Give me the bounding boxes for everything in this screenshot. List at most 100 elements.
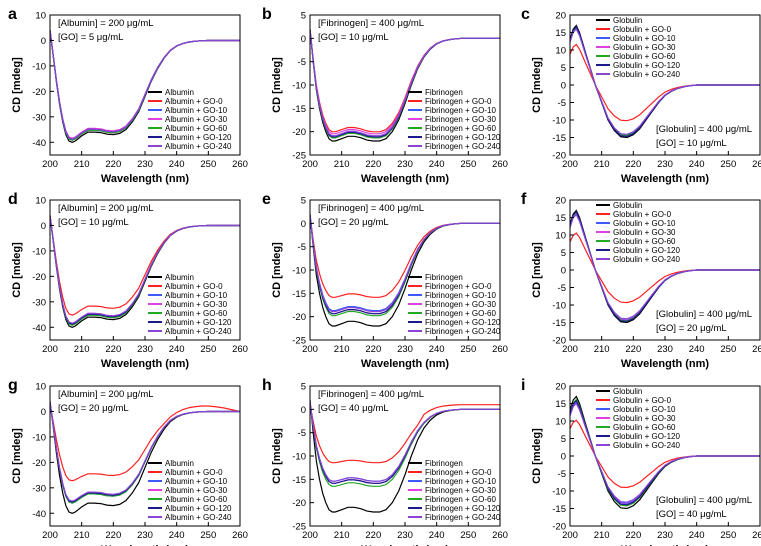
legend-entry: Globulin + GO-240 <box>613 255 680 264</box>
y-tick-label: -10 <box>32 61 46 72</box>
y-tick-label: -40 <box>32 138 46 149</box>
panel-label: e <box>262 191 271 208</box>
legend-entry: Globulin + GO-10 <box>613 219 676 228</box>
x-tick-label: 260 <box>492 159 508 170</box>
x-tick-label: 250 <box>460 344 476 355</box>
x-tick-label: 240 <box>689 159 705 170</box>
x-tick-label: 200 <box>42 159 58 170</box>
x-tick-label: 240 <box>169 530 185 541</box>
legend-entry: Globulin + GO-0 <box>613 396 672 405</box>
x-tick-label: 260 <box>232 344 248 355</box>
legend-entry: Albumin + GO-30 <box>165 115 228 124</box>
legend-entry: Globulin <box>613 201 642 210</box>
x-tick-label: 250 <box>200 530 216 541</box>
y-tick-label: -25 <box>292 151 306 162</box>
y-tick-label: -20 <box>32 458 46 469</box>
x-tick-label: 220 <box>105 530 121 541</box>
legend-entry: Globulin + GO-240 <box>613 441 680 450</box>
x-tick-label: 240 <box>689 344 705 355</box>
y-tick-label: -30 <box>32 483 46 494</box>
x-tick-label: 210 <box>594 530 610 541</box>
legend-entry: Globulin + GO-30 <box>613 228 676 237</box>
series-line-7 <box>50 30 240 140</box>
y-tick-label: 5 <box>561 248 566 259</box>
legend-entry: Albumin + GO-240 <box>165 513 232 522</box>
y-tick-label: 5 <box>301 382 306 393</box>
legend-entry: Fibrinogen + GO-0 <box>425 282 492 291</box>
x-tick-label: 200 <box>302 344 318 355</box>
y-tick-label: 0 <box>301 405 306 416</box>
y-tick-label: 10 <box>35 382 46 393</box>
x-tick-label: 200 <box>42 530 58 541</box>
y-tick-label: -20 <box>32 87 46 98</box>
y-tick-label: -15 <box>292 289 306 300</box>
legend-entry: Albumin + GO-10 <box>165 477 228 486</box>
legend-entry: Fibrinogen + GO-10 <box>425 106 496 115</box>
y-tick-label: -15 <box>552 504 566 515</box>
y-tick-label: -5 <box>558 469 566 480</box>
legend-entry: Fibrinogen + GO-0 <box>425 97 492 106</box>
x-tick-label: 200 <box>302 530 318 541</box>
x-tick-label: 250 <box>200 344 216 355</box>
y-tick-label: -40 <box>32 509 46 520</box>
legend-entry: Albumin + GO-0 <box>165 97 223 106</box>
y-tick-label: -25 <box>292 336 306 347</box>
panel-label: h <box>262 377 272 394</box>
concentration-annotation: [Globulin] = 400 μg/mL <box>656 495 752 506</box>
x-tick-label: 240 <box>169 344 185 355</box>
y-tick-label: 15 <box>555 28 566 39</box>
y-tick-label: -20 <box>552 522 566 533</box>
go-annotation: [GO] = 20 μg/mL <box>58 403 129 414</box>
panel-c: c 200 210 220 230 240 250 260 -20 -15 -10 -5 0 5 10 15 2… <box>521 6 761 185</box>
x-axis-label: Wavelength (nm) <box>101 358 190 370</box>
panel-label: i <box>521 377 525 394</box>
y-tick-label: 5 <box>301 196 306 207</box>
y-axis-label: CD [mdeg] <box>531 57 543 113</box>
legend-entry: Fibrinogen + GO-240 <box>425 142 501 151</box>
legend-entry: Globulin + GO-120 <box>613 246 680 255</box>
legend-entry: Albumin + GO-240 <box>165 327 232 336</box>
legend-entry: Albumin + GO-60 <box>165 124 228 133</box>
go-annotation: [GO] = 10 μg/mL <box>656 138 727 149</box>
x-tick-label: 210 <box>594 159 610 170</box>
y-tick-label: 10 <box>35 196 46 207</box>
y-tick-label: 10 <box>35 11 46 22</box>
concentration-annotation: [Albumin] = 200 μg/mL <box>58 203 154 214</box>
x-tick-label: 220 <box>625 159 641 170</box>
x-tick-label: 250 <box>460 530 476 541</box>
y-axis-label: CD [mdeg] <box>271 242 283 298</box>
y-tick-label: 20 <box>555 11 566 22</box>
concentration-annotation: [Fibrinogen] = 400 μg/mL <box>318 389 424 400</box>
y-tick-label: 20 <box>555 382 566 393</box>
x-tick-label: 200 <box>302 159 318 170</box>
x-tick-label: 260 <box>232 159 248 170</box>
legend-entry: Albumin + GO-120 <box>165 133 232 142</box>
go-annotation: [GO] = 5 μg/mL <box>58 32 123 43</box>
legend-entry: Albumin + GO-10 <box>165 291 228 300</box>
legend-entry: Globulin + GO-60 <box>613 52 676 61</box>
y-tick-label: 0 <box>561 452 566 463</box>
y-tick-label: -30 <box>32 297 46 308</box>
x-tick-label: 240 <box>429 344 445 355</box>
x-tick-label: 260 <box>492 344 508 355</box>
y-tick-label: -5 <box>558 283 566 294</box>
y-axis-label: CD [mdeg] <box>271 428 283 484</box>
series-line-7 <box>570 28 760 135</box>
x-axis-label: Wavelength (nm) <box>621 173 710 185</box>
x-tick-label: 240 <box>169 159 185 170</box>
y-axis-label: CD [mdeg] <box>531 428 543 484</box>
y-tick-label: -5 <box>558 98 566 109</box>
legend-entry: Albumin <box>165 459 194 468</box>
concentration-annotation: [Albumin] = 200 μg/mL <box>58 389 154 400</box>
x-tick-label: 250 <box>720 159 736 170</box>
x-tick-label: 240 <box>429 159 445 170</box>
panel-b: b 200 210 220 230 240 250 260 -25 -20 -15 -10 -5 0 5 Wa… <box>262 6 508 185</box>
x-tick-label: 260 <box>232 530 248 541</box>
concentration-annotation: [Albumin] = 200 μg/mL <box>58 18 154 29</box>
